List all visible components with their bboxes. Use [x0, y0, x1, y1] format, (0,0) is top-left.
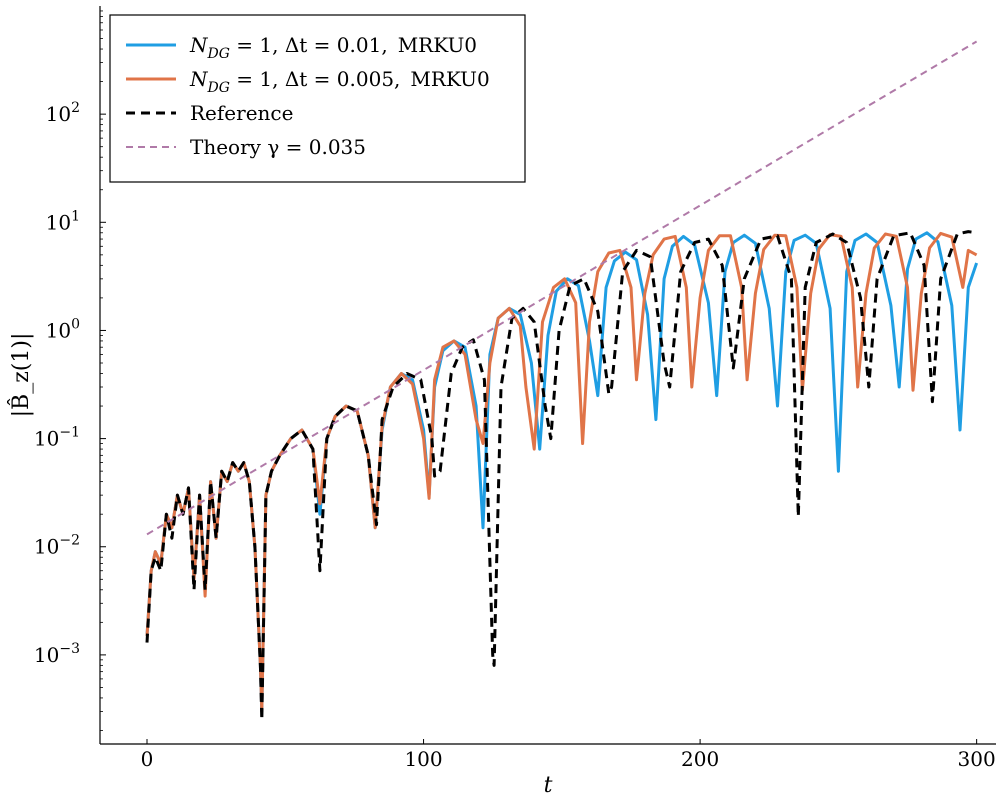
legend-box — [109, 14, 526, 183]
x-tick-label: 300 — [958, 747, 996, 771]
y-tick-label: 10−1 — [34, 425, 80, 451]
y-ticks: 10−3 10−2 10−1 100 101 102 — [34, 10, 106, 731]
legend-label: NDG = 1, Δt = 0.005, MRKU0 — [189, 67, 490, 96]
legend: NDG = 1, Δt = 0.01, MRKU0 NDG = 1, Δt = 0.… — [109, 14, 526, 183]
series-line — [146, 40, 978, 536]
y-axis-label: |B̂_z(1)| — [8, 333, 34, 418]
y-tick-label: 102 — [46, 100, 80, 126]
y-tick-label: 101 — [46, 208, 80, 234]
x-ticks: 0 100 200 300 — [141, 739, 996, 771]
x-tick-label: 200 — [681, 747, 719, 771]
series-layer — [145, 40, 979, 722]
legend-label: NDG = 1, Δt = 0.01, MRKU0 — [189, 33, 477, 62]
series-line — [145, 230, 977, 722]
x-tick-label: 100 — [404, 747, 442, 771]
y-tick-label: 100 — [46, 316, 80, 342]
y-tick-label: 10−2 — [34, 533, 80, 559]
legend-label: Reference — [190, 101, 293, 125]
legend-label: Theory γ = 0.035 — [190, 135, 366, 159]
y-tick-label: 10−3 — [34, 641, 80, 667]
x-tick-label: 0 — [141, 747, 154, 771]
x-axis-label: t — [544, 773, 553, 798]
